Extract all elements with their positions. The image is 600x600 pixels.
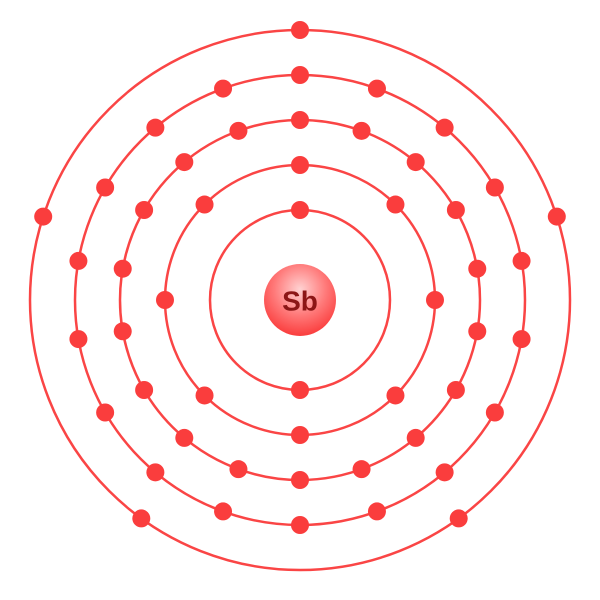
electron — [450, 509, 468, 527]
electron — [175, 429, 193, 447]
electron — [407, 153, 425, 171]
electron — [229, 122, 247, 140]
electron — [291, 426, 309, 444]
electron — [146, 463, 164, 481]
electron — [291, 21, 309, 39]
electron — [386, 386, 404, 404]
electron — [229, 460, 247, 478]
element-symbol: Sb — [282, 286, 318, 317]
electron — [146, 119, 164, 137]
electron — [135, 201, 153, 219]
electron — [513, 252, 531, 270]
electron — [196, 386, 214, 404]
electron — [386, 196, 404, 214]
electron — [291, 111, 309, 129]
electron — [353, 122, 371, 140]
electron — [291, 156, 309, 174]
electron — [291, 201, 309, 219]
electron — [114, 260, 132, 278]
electron — [132, 509, 150, 527]
electron — [353, 460, 371, 478]
electron — [96, 179, 114, 197]
electron — [291, 66, 309, 84]
electron — [34, 208, 52, 226]
electron — [468, 260, 486, 278]
electron — [69, 330, 87, 348]
electron — [196, 196, 214, 214]
electron — [114, 322, 132, 340]
electron — [468, 322, 486, 340]
electron — [175, 153, 193, 171]
electron — [214, 80, 232, 98]
electron — [291, 516, 309, 534]
electron — [447, 381, 465, 399]
electron — [291, 381, 309, 399]
electron — [436, 463, 454, 481]
electron — [486, 179, 504, 197]
electron — [486, 404, 504, 422]
electron — [426, 291, 444, 309]
electron — [291, 471, 309, 489]
electron — [407, 429, 425, 447]
electron — [69, 252, 87, 270]
electron — [447, 201, 465, 219]
bohr-diagram: Sb — [20, 20, 580, 580]
electron — [156, 291, 174, 309]
electron — [368, 502, 386, 520]
electron — [96, 404, 114, 422]
electron — [135, 381, 153, 399]
electron — [214, 502, 232, 520]
electron — [548, 208, 566, 226]
electron — [513, 330, 531, 348]
electron — [368, 80, 386, 98]
electron — [436, 119, 454, 137]
